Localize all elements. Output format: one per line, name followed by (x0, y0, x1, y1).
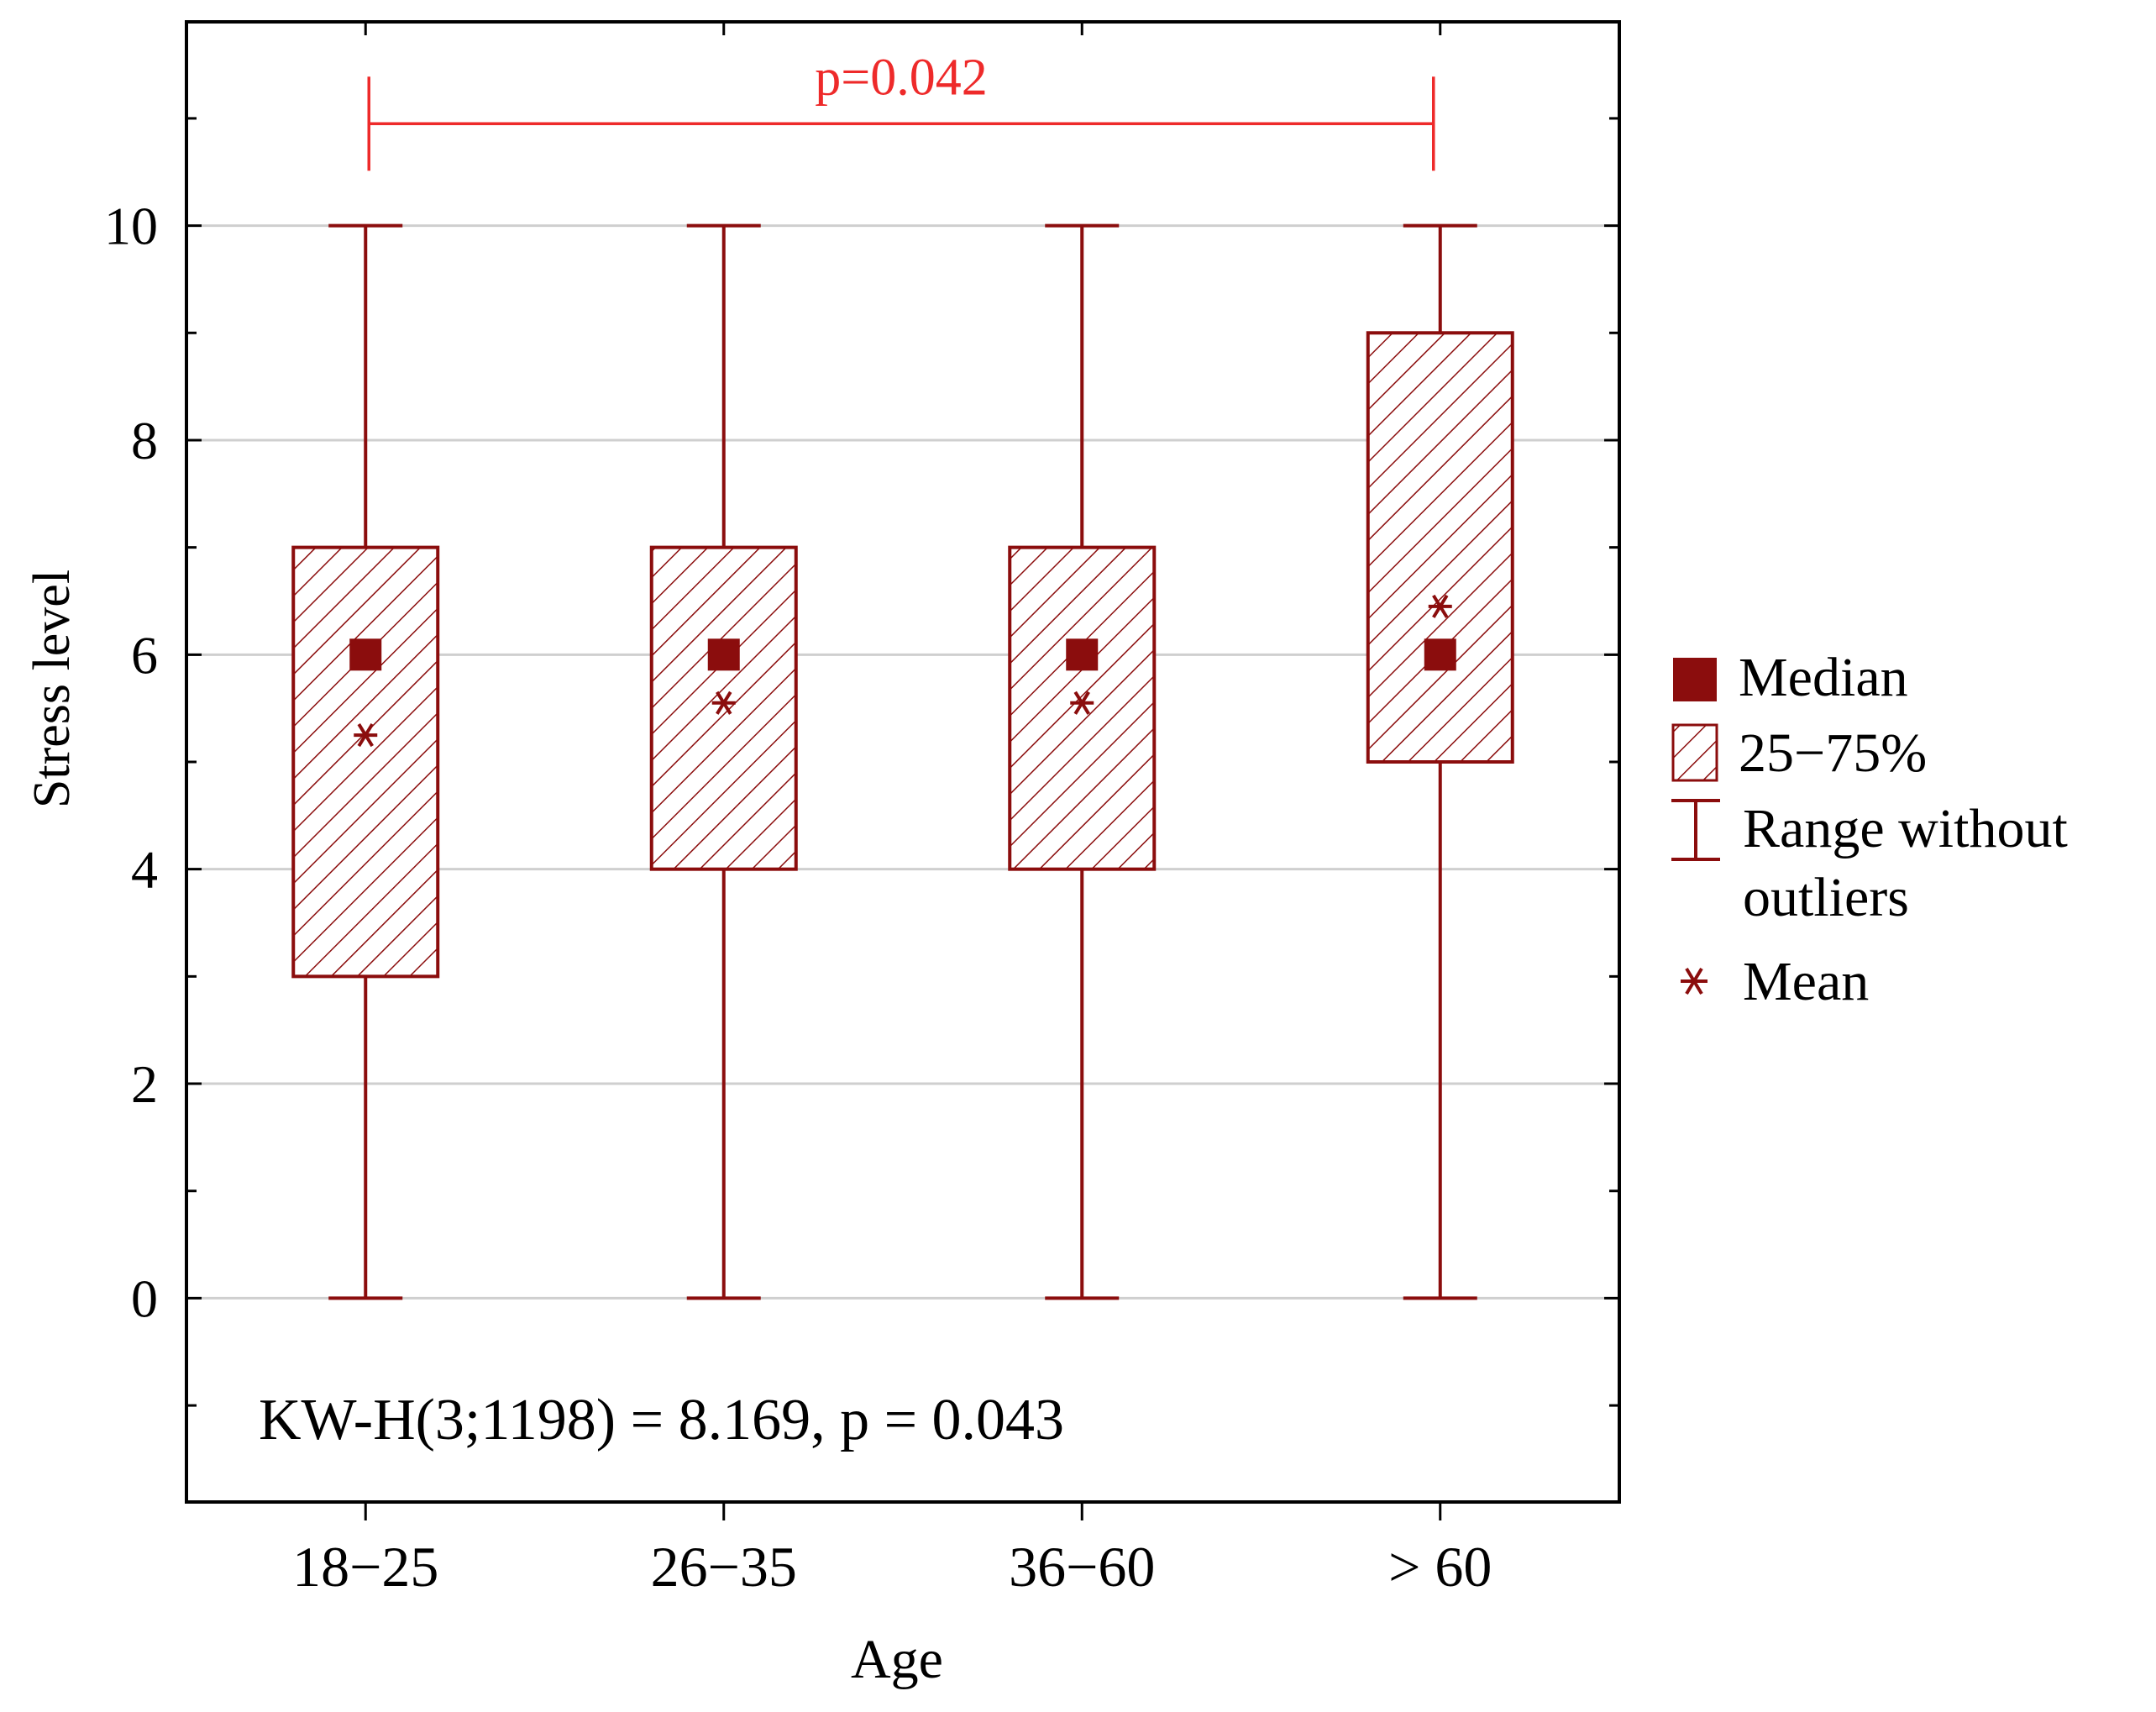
legend-iqr-swatch (1671, 723, 1718, 782)
median-marker (349, 638, 382, 671)
median-marker (1424, 638, 1456, 671)
box-0 (291, 223, 440, 1300)
median-marker (707, 638, 740, 671)
legend-mean-label: Mean (1743, 951, 1869, 1012)
legend-median-swatch (1673, 658, 1717, 701)
mean-marker-stroke (1073, 691, 1090, 715)
mean-marker (711, 691, 736, 715)
y-tick-label: 10 (104, 197, 158, 256)
median-marker (1066, 638, 1099, 671)
mean-marker-stroke (716, 691, 732, 715)
mean-marker-stroke (1432, 594, 1449, 618)
x-tick-label: 18−25 (292, 1535, 438, 1599)
mean-marker (1428, 594, 1452, 618)
significance-bracket: p=0.042 (367, 49, 1435, 171)
bracket-p-value: p=0.042 (815, 49, 987, 106)
legend-range-label: Range without (1743, 798, 2068, 859)
box-1 (649, 223, 798, 1300)
legend-whisker-swatch (1671, 799, 1720, 861)
y-tick-label: 8 (131, 411, 158, 470)
x-axis-label: Age (851, 1629, 943, 1690)
mean-marker (354, 723, 378, 748)
iqr-box (1008, 545, 1157, 871)
legend-mean-swatch (1681, 967, 1707, 995)
box-3 (1366, 223, 1514, 1300)
iqr-box (1366, 331, 1514, 764)
y-tick-label: 2 (131, 1054, 158, 1114)
legend-iqr-label: 25−75% (1739, 722, 1927, 784)
mean-marker-stroke (357, 723, 374, 748)
x-tick-label: 36−60 (1009, 1535, 1155, 1599)
legend: Median 25−75% Range without outliers Mea… (1671, 647, 2068, 1012)
boxes (291, 223, 1514, 1300)
kruskal-wallis-annotation: KW-H(3;1198) = 8.169, p = 0.043 (259, 1388, 1064, 1452)
x-tick-label: > 60 (1388, 1535, 1492, 1599)
iqr-box (291, 545, 440, 979)
x-tick-label: 26−35 (651, 1535, 797, 1599)
y-tick-label: 6 (131, 625, 158, 685)
box-2 (1008, 223, 1157, 1300)
ticks: 0 2 4 6 8 10 18−25 26−35 36−60 > 60 (104, 22, 1619, 1599)
legend-range-label-line2: outliers (1743, 867, 1909, 928)
y-tick-label: 4 (131, 840, 158, 900)
y-axis-label: Stress level (24, 570, 81, 808)
legend-median-label: Median (1739, 647, 1908, 708)
mean-marker (1070, 691, 1094, 715)
y-tick-label: 0 (131, 1268, 158, 1328)
iqr-box (649, 545, 798, 871)
